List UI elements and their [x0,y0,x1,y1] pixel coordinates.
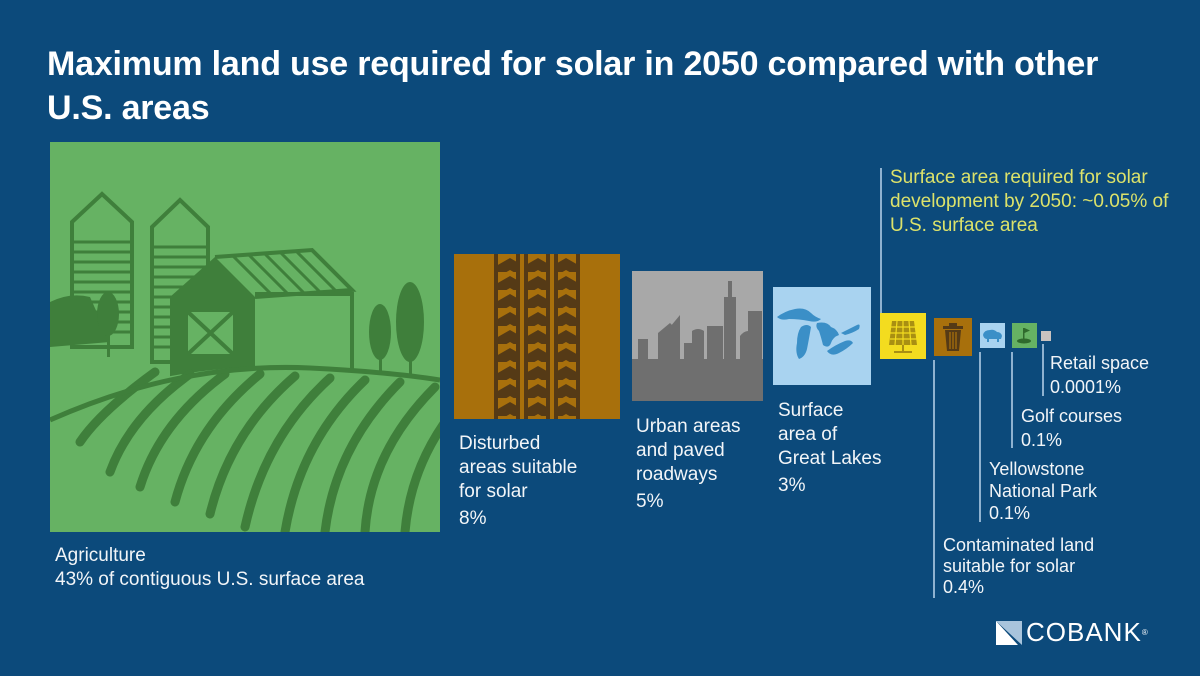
agriculture-square [50,142,440,532]
contaminated-value: 0.4% [943,577,985,597]
urban-value: 5% [636,491,664,512]
solar-callout-line [880,168,882,313]
great-lakes-label: Surface area of Great Lakes 3% [778,400,882,496]
city-skyline-icon [632,281,763,401]
golf-value: 0.1% [1021,430,1063,450]
golf-flag-icon [1017,328,1031,344]
disturbed-square [454,254,620,419]
retail-leader-line [1042,344,1044,396]
disturbed-label: Disturbed areas suitable for solar 8% [459,433,578,529]
trash-can-icon [943,323,963,351]
bison-icon [983,329,1002,342]
yellowstone-value: 0.1% [989,503,1031,523]
golf-square [1012,323,1037,348]
yellowstone-square [980,323,1005,348]
great-lakes-value: 3% [778,475,806,496]
great-lakes-icon [777,308,860,359]
contaminated-label: Contaminated land suitable for solar 0.4… [943,535,1095,597]
logo-text: COBANK [1026,617,1142,647]
logo-registered: ® [1141,628,1148,637]
cobank-logo: COBANK ® [996,617,1148,648]
farm-icon [50,191,440,532]
cobank-mark-icon [996,620,1022,645]
solar-panel-icon [889,320,917,353]
great-lakes-square [773,287,871,385]
agriculture-label: Agriculture 43% of contiguous U.S. surfa… [55,544,364,592]
retail-value: 0.0001% [1050,377,1122,397]
golf-label: Golf courses 0.1% [1021,406,1123,450]
chart-title: Maximum land use required for solar in 2… [47,45,1099,127]
urban-label: Urban areas and paved roadways 5% [636,416,741,512]
agriculture-value: 43% of contiguous U.S. surface area [55,569,365,590]
urban-square [632,271,763,401]
golf-leader-line [1011,352,1013,448]
disturbed-value: 8% [459,508,487,529]
solar-square [880,313,926,359]
yellowstone-label: Yellowstone National Park 0.1% [989,459,1098,523]
retail-label: Retail space 0.0001% [1050,353,1150,397]
contaminated-square [934,318,972,356]
agriculture-name: Agriculture [55,545,146,566]
contaminated-leader-line [933,360,935,598]
tire-tracks-icon [494,254,580,419]
solar-callout-text: Surface area required for solar developm… [890,167,1169,236]
retail-square [1041,331,1051,341]
yellowstone-leader-line [979,352,981,522]
